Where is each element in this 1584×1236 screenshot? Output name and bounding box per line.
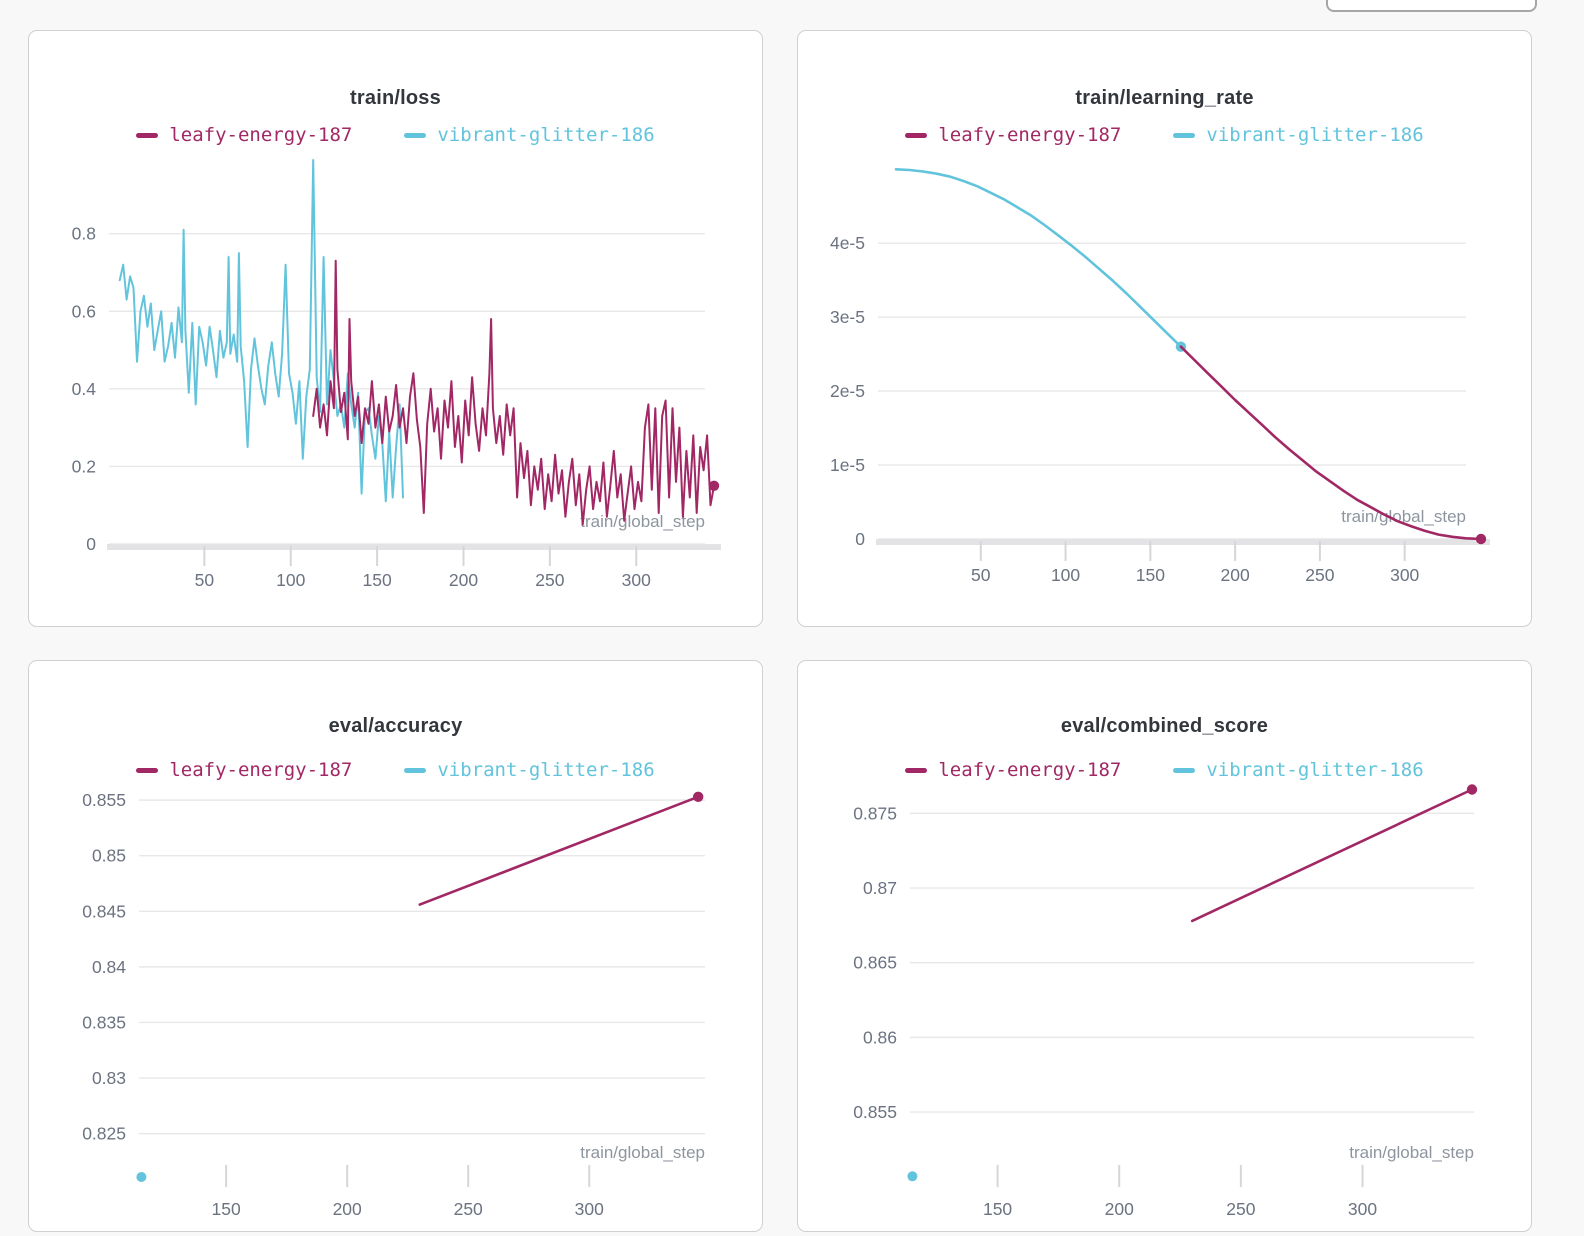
svg-text:200: 200 [449, 570, 478, 590]
legend-item-vibrant-glitter-186[interactable]: vibrant-glitter-186 [404, 124, 655, 146]
svg-text:0.83: 0.83 [92, 1068, 126, 1088]
svg-text:150: 150 [363, 570, 392, 590]
svg-text:0.855: 0.855 [853, 1102, 897, 1122]
svg-text:train/global_step: train/global_step [580, 1143, 705, 1162]
legend-item-leafy-energy-187[interactable]: leafy-energy-187 [136, 759, 352, 781]
svg-text:50: 50 [971, 565, 991, 585]
legend-run-label: leafy-energy-187 [169, 759, 353, 781]
eval-combined-score-plot[interactable]: 0.855 0.86 0.865 0.87 0.875 150 200 250 300 train… [798, 779, 1533, 1234]
svg-text:150: 150 [1136, 565, 1165, 585]
svg-text:150: 150 [212, 1199, 241, 1219]
svg-text:100: 100 [276, 570, 305, 590]
chart-title-eval-combined-score: eval/combined_score [1060, 715, 1269, 737]
legend-swatch-icon [905, 767, 928, 773]
legend-swatch-icon [1173, 767, 1196, 773]
svg-text:0.87: 0.87 [863, 878, 897, 898]
svg-text:2e-5: 2e-5 [830, 381, 865, 401]
legend-run-label: leafy-energy-187 [169, 124, 353, 146]
chart-panel-train-learning-rate: train/learning_rate leafy-energy-187 vib… [797, 30, 1532, 627]
svg-text:200: 200 [1105, 1199, 1134, 1219]
chart-title-eval-accuracy: eval/accuracy [328, 715, 463, 737]
svg-text:0.835: 0.835 [82, 1012, 126, 1032]
toolbar-button-partial[interactable] [1326, 0, 1537, 12]
train-learning-rate-plot[interactable]: 0 1e-5 2e-5 3e-5 4e-5 50 100 150 200 250 300 train/… [798, 153, 1533, 628]
chart-legend: leafy-energy-187 vibrant-glitter-186 [798, 759, 1531, 781]
svg-text:train/global_step: train/global_step [580, 512, 705, 531]
svg-text:0.845: 0.845 [82, 901, 126, 921]
eval-accuracy-plot[interactable]: 0.825 0.83 0.835 0.84 0.845 0.85 0.855 150 200 25… [29, 779, 764, 1234]
svg-text:4e-5: 4e-5 [830, 233, 865, 253]
svg-text:0.6: 0.6 [72, 301, 96, 321]
svg-text:train/global_step: train/global_step [1341, 507, 1466, 526]
svg-text:0: 0 [86, 534, 96, 554]
legend-run-label: vibrant-glitter-186 [1206, 124, 1424, 146]
svg-text:300: 300 [622, 570, 651, 590]
legend-swatch-icon [905, 132, 928, 138]
chart-legend: leafy-energy-187 vibrant-glitter-186 [798, 124, 1531, 146]
legend-item-leafy-energy-187[interactable]: leafy-energy-187 [136, 124, 352, 146]
svg-text:0.2: 0.2 [72, 456, 96, 476]
chart-panel-eval-combined-score: eval/combined_score leafy-energy-187 vib… [797, 660, 1532, 1232]
chart-legend: leafy-energy-187 vibrant-glitter-186 [29, 124, 762, 146]
svg-text:250: 250 [1226, 1199, 1255, 1219]
legend-swatch-icon [136, 132, 159, 138]
chart-title-train-learning-rate: train/learning_rate [1075, 87, 1254, 109]
legend-item-vibrant-glitter-186[interactable]: vibrant-glitter-186 [1173, 124, 1424, 146]
svg-text:0: 0 [855, 529, 865, 549]
svg-text:300: 300 [575, 1199, 604, 1219]
chart-title-train-loss: train/loss [350, 87, 441, 109]
svg-text:100: 100 [1051, 565, 1080, 585]
legend-swatch-icon [404, 767, 427, 773]
svg-text:1e-5: 1e-5 [830, 455, 865, 475]
svg-text:250: 250 [454, 1199, 483, 1219]
legend-item-vibrant-glitter-186[interactable]: vibrant-glitter-186 [404, 759, 655, 781]
svg-text:0.4: 0.4 [72, 379, 97, 399]
chart-panel-train-loss: train/loss leafy-energy-187 vibrant-glit… [28, 30, 763, 627]
svg-text:150: 150 [983, 1199, 1012, 1219]
svg-text:0.825: 0.825 [82, 1124, 126, 1144]
legend-swatch-icon [404, 132, 427, 138]
legend-run-label: leafy-energy-187 [938, 124, 1122, 146]
svg-text:300: 300 [1348, 1199, 1377, 1219]
train-loss-plot[interactable]: 0 0.2 0.4 0.6 0.8 50 100 150 200 250 300 train/glob… [29, 153, 764, 628]
chart-panel-eval-accuracy: eval/accuracy leafy-energy-187 vibrant-g… [28, 660, 763, 1232]
svg-text:3e-5: 3e-5 [830, 307, 865, 327]
svg-text:0.84: 0.84 [92, 957, 126, 977]
svg-text:250: 250 [535, 570, 564, 590]
legend-item-leafy-energy-187[interactable]: leafy-energy-187 [905, 124, 1121, 146]
svg-text:300: 300 [1390, 565, 1419, 585]
legend-item-vibrant-glitter-186[interactable]: vibrant-glitter-186 [1173, 759, 1424, 781]
svg-text:200: 200 [1221, 565, 1250, 585]
svg-text:0.85: 0.85 [92, 846, 126, 866]
svg-text:0.86: 0.86 [863, 1027, 897, 1047]
svg-text:0.8: 0.8 [72, 224, 96, 244]
chart-legend: leafy-energy-187 vibrant-glitter-186 [29, 759, 762, 781]
legend-swatch-icon [1173, 132, 1196, 138]
legend-item-leafy-energy-187[interactable]: leafy-energy-187 [905, 759, 1121, 781]
legend-run-label: vibrant-glitter-186 [437, 759, 655, 781]
svg-text:50: 50 [195, 570, 215, 590]
svg-text:0.875: 0.875 [853, 803, 897, 823]
legend-run-label: vibrant-glitter-186 [437, 124, 655, 146]
legend-run-label: leafy-energy-187 [938, 759, 1122, 781]
svg-text:250: 250 [1305, 565, 1334, 585]
legend-swatch-icon [136, 767, 159, 773]
svg-text:200: 200 [333, 1199, 362, 1219]
svg-text:0.865: 0.865 [853, 953, 897, 973]
svg-text:0.855: 0.855 [82, 790, 126, 810]
svg-text:train/global_step: train/global_step [1349, 1143, 1474, 1162]
legend-run-label: vibrant-glitter-186 [1206, 759, 1424, 781]
